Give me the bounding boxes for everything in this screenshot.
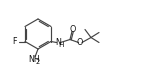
Text: F: F xyxy=(12,37,16,46)
Text: 2: 2 xyxy=(35,59,40,65)
Text: O: O xyxy=(77,38,83,47)
Text: NH: NH xyxy=(28,55,40,65)
Text: O: O xyxy=(70,25,76,34)
Text: N: N xyxy=(55,38,61,47)
Text: H: H xyxy=(59,42,64,48)
